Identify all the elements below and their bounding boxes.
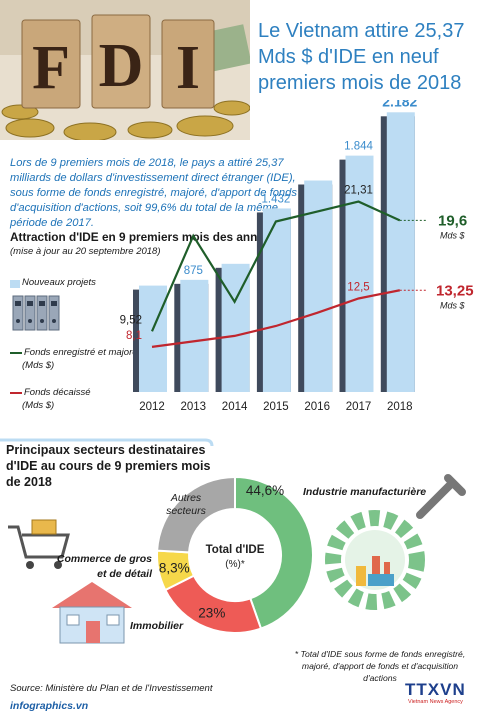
pie-label-others: Autres secteurs <box>166 492 206 517</box>
line-value-label: 21,31 <box>344 185 373 197</box>
bar-value-label: 2.182 <box>382 100 417 109</box>
x-tick-label: 2014 <box>222 401 248 413</box>
pie-slice-4 <box>156 475 236 554</box>
bar-2016 <box>304 180 333 392</box>
pie-label-commerce: Commerce de gros et de détail <box>56 553 152 580</box>
chart-update-note: (mise à jour au 20 septembre 2018) <box>10 246 161 257</box>
bar-2017 <box>345 155 374 392</box>
section-divider <box>0 438 214 446</box>
fdi-hero-image: F D I <box>0 0 250 140</box>
shopping-cart-icon <box>8 519 70 569</box>
legend-registered-label: Fonds enregistré et majoré <box>24 347 138 358</box>
line-value-label: 8,1 <box>126 330 142 342</box>
bar-value-label: 1.844 <box>344 141 373 153</box>
footnote: * Total d'IDE sous forme de fonds enregi… <box>294 649 466 683</box>
bar-value-label: 1.432 <box>262 193 291 205</box>
bar-2018 <box>386 112 415 392</box>
bar-2015 <box>262 208 291 392</box>
pie-label-realestate: Immobilier <box>130 620 184 632</box>
intro-text: Lors de 9 premiers mois de 2018, le pays… <box>10 157 310 229</box>
pie-center-unit: (%)* <box>225 559 245 570</box>
chart-title: Attraction d'IDE en 9 premiers mois des … <box>10 230 278 244</box>
gear-factory-icon <box>325 474 466 610</box>
disbursed-line <box>151 289 401 348</box>
x-tick-label: 2016 <box>304 401 330 413</box>
pie-value-label: 8,3% <box>159 561 190 576</box>
registered-end-unit: Mds $ <box>440 230 466 240</box>
bar-2012 <box>139 285 167 392</box>
bar-value-label: 875 <box>184 265 203 277</box>
pie-label-manufacturing: Industrie manufacturière <box>303 486 427 498</box>
pie-slice-1 <box>234 475 314 630</box>
line-value-label: 9,52 <box>120 314 142 326</box>
svg-text:I: I <box>176 34 200 102</box>
sectors-title: Principaux secteurs destinataires d'IDE … <box>6 443 211 489</box>
x-tick-label: 2018 <box>387 401 413 413</box>
house-icon <box>52 582 132 644</box>
line-value-label: 12,5 <box>347 282 369 294</box>
x-tick-label: 2013 <box>181 401 207 413</box>
disbursed-end-value: 13,25 <box>436 282 474 299</box>
x-tick-label: 2015 <box>263 401 289 413</box>
pie-value-label: 44,6% <box>246 483 284 498</box>
legend-registered-unit: (Mds $) <box>22 360 55 371</box>
bar-2014 <box>221 263 250 392</box>
svg-text:D: D <box>99 32 144 100</box>
ttxvn-logo-sub: Vietnam News Agency <box>408 699 463 705</box>
disbursed-end-unit: Mds $ <box>440 300 466 310</box>
pie-value-label: 23% <box>198 606 225 621</box>
sectors-illustration <box>8 474 466 644</box>
fdi-chart: 2012 2013 875 2014 2015 1.432 2016 2017 1.844 201… <box>120 100 474 413</box>
legend-disbursed-label: Fonds décaissé <box>24 387 91 398</box>
x-tick-label: 2012 <box>139 401 165 413</box>
binders-icon <box>12 295 60 331</box>
bar-2013 <box>180 279 209 392</box>
registered-end-value: 19,6 <box>438 212 467 229</box>
pie-center-title: Total d'IDE <box>206 544 265 556</box>
site-link[interactable]: infographics.vn <box>10 700 89 712</box>
registered-line <box>150 200 401 332</box>
page-title: Le Vietnam attire 25,37 Mds $ d'IDE en n… <box>258 20 465 94</box>
sectors-pie-chart: 44,6% 23% 8,3% Total d'IDE (%)* <box>156 475 314 634</box>
legend-disbursed-unit: (Mds $) <box>22 400 55 411</box>
legend-projects-label: Nouveaux projets <box>22 277 96 288</box>
svg-text:F: F <box>32 34 70 102</box>
x-tick-label: 2017 <box>346 401 372 413</box>
ttxvn-logo: TTXVN <box>405 680 466 699</box>
source-text: Source: Ministère du Plan et de l'Invest… <box>10 683 213 694</box>
